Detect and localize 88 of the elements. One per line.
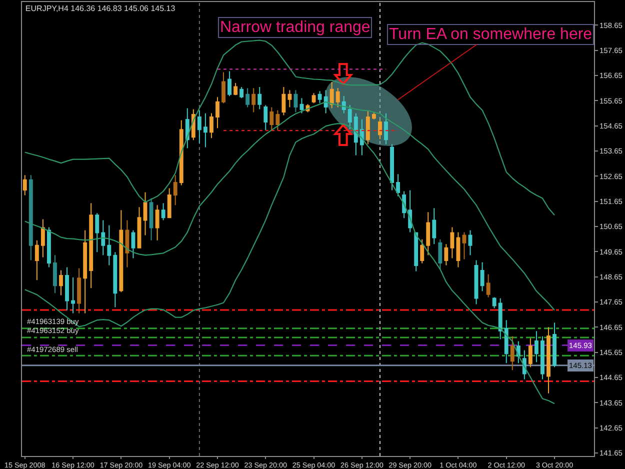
candlestick	[258, 86, 262, 110]
candlestick	[432, 208, 436, 245]
candlestick	[540, 336, 544, 380]
candlestick	[125, 220, 130, 268]
candlestick	[384, 112, 388, 145]
candlestick	[83, 230, 88, 314]
candlestick	[228, 70, 232, 97]
candlestick	[336, 88, 340, 108]
line-series	[24, 101, 556, 311]
candlestick	[246, 88, 250, 108]
candlestick	[312, 92, 316, 104]
candlestick	[492, 296, 496, 309]
candlestick	[420, 238, 424, 264]
candlestick	[179, 120, 184, 186]
candlestick	[161, 202, 166, 221]
candlestick	[282, 86, 286, 116]
candlestick	[354, 112, 358, 156]
candlestick	[510, 336, 514, 371]
candlestick	[155, 204, 160, 241]
candlestick	[294, 90, 298, 113]
candlestick	[504, 320, 508, 364]
candlestick	[107, 224, 112, 266]
candlestick	[197, 110, 202, 144]
candlestick	[474, 260, 478, 305]
candlestick	[462, 232, 466, 260]
candlestick	[137, 206, 142, 249]
candlestick	[270, 106, 274, 131]
candlestick	[234, 82, 238, 96]
candlestick	[101, 220, 106, 256]
candlestick	[240, 86, 244, 99]
candlestick	[486, 274, 490, 298]
candlestick	[546, 326, 550, 394]
candlestick	[480, 262, 484, 292]
candlestick	[95, 212, 100, 253]
candlestick	[324, 90, 328, 114]
candlestick	[89, 202, 94, 289]
candlestick	[149, 198, 154, 241]
candlestick	[468, 230, 472, 256]
candlestick	[276, 110, 280, 131]
candlestick	[288, 90, 292, 108]
candlestick	[209, 112, 214, 139]
candlestick	[113, 252, 118, 308]
candlestick	[426, 212, 430, 256]
candlestick	[342, 96, 346, 114]
candlestick	[552, 322, 556, 368]
candlestick	[390, 144, 394, 191]
candlestick	[143, 192, 148, 236]
candlestick	[28, 174, 33, 261]
candlestick	[372, 112, 376, 120]
candlestick	[534, 330, 538, 363]
candlestick	[366, 110, 370, 145]
candlestick	[222, 72, 226, 104]
line-series	[24, 40, 556, 216]
annotation: Narrow trading range	[220, 19, 370, 36]
candlestick	[131, 230, 136, 259]
candlestick	[444, 244, 448, 266]
candlestick	[450, 226, 454, 259]
candlestick	[318, 90, 322, 104]
candlestick	[34, 240, 39, 281]
chart-title: EURJPY,H4 146.36 146.83 145.06 145.13	[25, 4, 176, 13]
candlestick	[46, 226, 51, 268]
candlestick	[77, 268, 82, 314]
candlestick	[264, 104, 268, 131]
candlestick	[330, 82, 334, 109]
candlestick	[173, 174, 178, 206]
candlestick	[65, 266, 69, 311]
candlestick	[438, 238, 442, 270]
annotation: Turn EA on somewhere here	[389, 26, 592, 43]
candlestick	[203, 112, 208, 148]
candlestick	[300, 98, 304, 114]
candlestick	[185, 108, 190, 149]
line-series	[24, 123, 556, 404]
candlestick	[456, 232, 460, 268]
candlestick	[216, 96, 220, 129]
candlestick	[40, 218, 45, 258]
candlestick	[119, 210, 124, 293]
candlestick	[378, 118, 382, 140]
candlestick	[59, 270, 63, 296]
candlestick	[22, 174, 27, 196]
candlestick	[528, 338, 532, 368]
candlestick	[167, 188, 172, 219]
candlestick	[71, 276, 76, 314]
candlestick	[348, 104, 352, 130]
candlestick	[498, 298, 502, 340]
candlestick	[252, 88, 256, 113]
candlestick	[53, 254, 57, 294]
candlestick	[414, 232, 418, 272]
candlestick	[396, 174, 400, 197]
